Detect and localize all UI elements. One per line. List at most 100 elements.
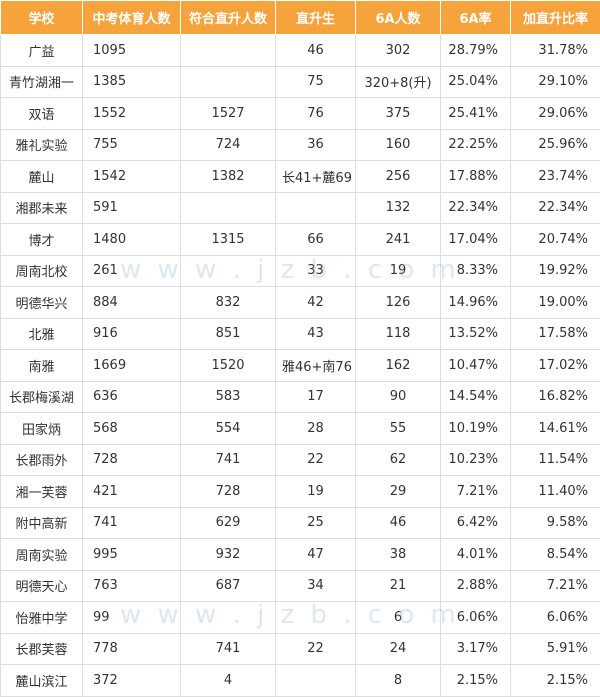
table-cell: 62 (355, 443, 441, 476)
table-row: 雅礼实验 755 724 36 160 22.25% 25.96% (0, 128, 600, 161)
table-cell: 10.47% (440, 349, 511, 382)
table-cell: 25 (275, 506, 356, 539)
table-cell: 24 (355, 632, 441, 665)
table-cell: 29.06% (510, 97, 600, 130)
table-cell: 南雅 (0, 349, 83, 382)
table-cell: 118 (355, 317, 441, 350)
table-cell: 22.34% (440, 191, 511, 224)
table-cell: 19.00% (510, 286, 600, 319)
table-row: 湘一芙蓉 421 728 19 29 7.21% 11.40% (0, 475, 600, 508)
table-cell: 261 (82, 254, 181, 287)
table-cell: 755 (82, 128, 181, 161)
table-row: 广益 1095 46 302 28.79% 31.78% (0, 34, 600, 67)
table-cell: 28 (275, 412, 356, 445)
table-row: 南雅 1669 1520 雅46+南76 162 10.47% 17.02% (0, 349, 600, 382)
table-cell: 明德天心 (0, 569, 83, 602)
table-cell: 4 (180, 664, 276, 697)
table-cell: 55 (355, 412, 441, 445)
table-cell (180, 34, 276, 67)
table-cell: 724 (180, 128, 276, 161)
table-cell: 1552 (82, 97, 181, 130)
table-cell: 16.82% (510, 380, 600, 413)
table-cell: 4.01% (440, 538, 511, 571)
header-cell: 中考体育人数 (82, 0, 181, 35)
table-cell: 31.78% (510, 34, 600, 67)
table-cell (275, 664, 356, 697)
table-cell: 14.96% (440, 286, 511, 319)
table-cell (180, 191, 276, 224)
table-cell: 北雅 (0, 317, 83, 350)
table-cell: 6.06% (440, 601, 511, 634)
table-cell: 1315 (180, 223, 276, 256)
table-cell: 29 (355, 475, 441, 508)
table-cell: 33 (275, 254, 356, 287)
header-cell: 6A人数 (355, 0, 441, 35)
table-cell: 6 (355, 601, 441, 634)
table-cell: 21 (355, 569, 441, 602)
table-cell (275, 601, 356, 634)
table-cell: 29.10% (510, 65, 600, 98)
table-cell: 256 (355, 160, 441, 193)
table-cell: 1480 (82, 223, 181, 256)
header-row: 学校 中考体育人数 符合直升人数 直升生 6A人数 6A率 加直升比率 (0, 0, 600, 35)
table-cell: 302 (355, 34, 441, 67)
table-cell: 周南实验 (0, 538, 83, 571)
table-cell: 7.21% (440, 475, 511, 508)
table-cell: 广益 (0, 34, 83, 67)
table-cell: 132 (355, 191, 441, 224)
table-cell: 6.42% (440, 506, 511, 539)
table-cell: 长郡芙蓉 (0, 632, 83, 665)
table-cell: 728 (82, 443, 181, 476)
table-cell: 741 (180, 443, 276, 476)
table-cell: 22.25% (440, 128, 511, 161)
table-cell: 博才 (0, 223, 83, 256)
table-cell (275, 191, 356, 224)
table-cell: 995 (82, 538, 181, 571)
table-cell: 6.06% (510, 601, 600, 634)
table-cell: 320+8(升) (355, 65, 441, 98)
table-cell: 17.04% (440, 223, 511, 256)
table-cell: 雅礼实验 (0, 128, 83, 161)
table-cell: 421 (82, 475, 181, 508)
table-cell: 8.54% (510, 538, 600, 571)
table-row: 麓山滨江 372 4 8 2.15% 2.15% (0, 664, 600, 697)
table-cell: 554 (180, 412, 276, 445)
table-cell: 14.61% (510, 412, 600, 445)
table-cell: 629 (180, 506, 276, 539)
table-cell: 25.04% (440, 65, 511, 98)
table-cell: 126 (355, 286, 441, 319)
table-cell: 1542 (82, 160, 181, 193)
table-cell: 2.15% (510, 664, 600, 697)
table-cell: 22.34% (510, 191, 600, 224)
table-cell: 34 (275, 569, 356, 602)
table-row: 麓山 1542 1382 长41+麓69 256 17.88% 23.74% (0, 160, 600, 193)
table-cell: 741 (82, 506, 181, 539)
table-cell: 5.91% (510, 632, 600, 665)
table-cell: 13.52% (440, 317, 511, 350)
table-row: 怡雅中学 99 6 6.06% 6.06% (0, 601, 600, 634)
table-cell (180, 65, 276, 98)
table-cell: 25.41% (440, 97, 511, 130)
table-cell: 375 (355, 97, 441, 130)
table-row: 明德华兴 884 832 42 126 14.96% 19.00% (0, 286, 600, 319)
table-cell: 1382 (180, 160, 276, 193)
table-cell: 38 (355, 538, 441, 571)
table-cell: 11.40% (510, 475, 600, 508)
watermark: w w w . j z b . c o m (120, 600, 460, 630)
table-cell: 雅46+南76 (275, 349, 356, 382)
header-cell: 加直升比率 (510, 0, 600, 35)
table-cell: 1385 (82, 65, 181, 98)
header-cell: 学校 (0, 0, 83, 35)
table-cell: 17 (275, 380, 356, 413)
table-cell: 明德华兴 (0, 286, 83, 319)
table-row: 明德天心 763 687 34 21 2.88% 7.21% (0, 569, 600, 602)
table-row: 双语 1552 1527 76 375 25.41% 29.06% (0, 97, 600, 130)
table-cell: 怡雅中学 (0, 601, 83, 634)
table-cell: 湘郡未来 (0, 191, 83, 224)
table-cell: 728 (180, 475, 276, 508)
table-cell: 43 (275, 317, 356, 350)
table-cell: 832 (180, 286, 276, 319)
table-cell: 2.88% (440, 569, 511, 602)
table-cell: 1669 (82, 349, 181, 382)
table-row: 博才 1480 1315 66 241 17.04% 20.74% (0, 223, 600, 256)
